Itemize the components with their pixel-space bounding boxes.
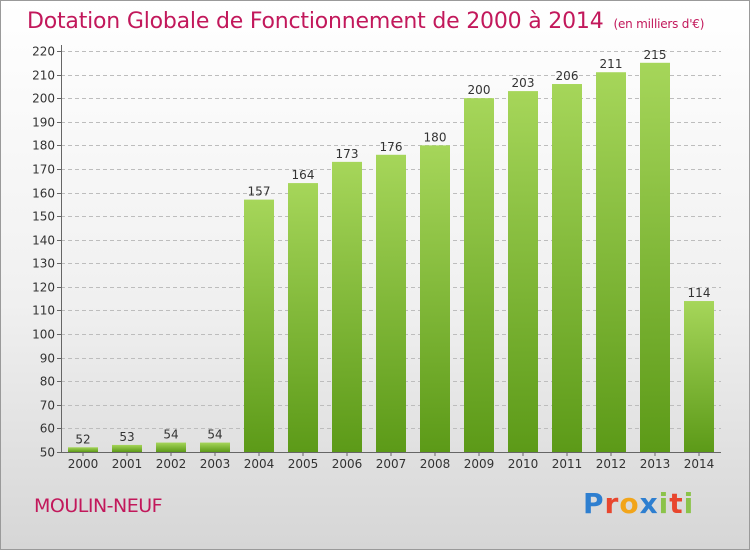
y-tick-label: 180	[32, 139, 55, 153]
logo-letter-i1: i	[658, 487, 670, 520]
y-tick-label: 200	[32, 92, 55, 106]
y-tick-label: 190	[32, 116, 55, 130]
x-tick-label: 2011	[552, 457, 583, 471]
x-tick-label: 2006	[332, 457, 363, 471]
bar-2009	[464, 98, 494, 453]
y-tick-label: 80	[40, 375, 55, 389]
y-tick-label: 150	[32, 210, 55, 224]
x-tick-label: 2013	[640, 457, 671, 471]
x-tick-label: 2004	[244, 457, 275, 471]
bar-2007	[376, 154, 406, 452]
bar-2010	[508, 91, 538, 452]
x-tick-label: 2009	[464, 457, 495, 471]
bar-2004	[244, 199, 274, 452]
data-label: 52	[75, 432, 90, 446]
data-label: 164	[292, 168, 315, 182]
data-label: 200	[468, 83, 491, 97]
bar-2011	[552, 84, 582, 452]
y-tick-label: 220	[32, 45, 55, 59]
chart-title: Dotation Globale de Fonctionnement de 20…	[27, 9, 704, 34]
data-label: 157	[248, 185, 271, 199]
y-tick-label: 90	[40, 352, 55, 366]
data-label: 206	[556, 69, 579, 83]
proxiti-logo: Proxiti	[583, 487, 694, 520]
y-tick-label: 120	[32, 281, 55, 295]
data-label: 180	[424, 130, 447, 144]
data-label: 53	[119, 430, 134, 444]
y-tick-label: 170	[32, 163, 55, 177]
logo-letter-o: o	[619, 487, 640, 520]
x-tick-label: 2007	[376, 457, 407, 471]
bar-2013	[640, 62, 670, 452]
bar-2008	[420, 145, 450, 452]
commune-name: MOULIN-NEUF	[34, 495, 163, 517]
y-tick-label: 130	[32, 257, 55, 271]
x-tick-label: 2005	[288, 457, 319, 471]
data-label: 211	[600, 57, 623, 71]
x-tick-label: 2001	[112, 457, 143, 471]
y-tick-label: 70	[40, 399, 55, 413]
y-tick-label: 140	[32, 234, 55, 248]
y-tick-label: 110	[32, 304, 55, 318]
logo-letter-r: r	[604, 487, 620, 520]
x-tick-label: 2012	[596, 457, 627, 471]
x-tick-label: 2010	[508, 457, 539, 471]
x-tick-label: 2000	[68, 457, 99, 471]
logo-letter-x: x	[639, 487, 659, 520]
data-label: 54	[207, 428, 222, 442]
y-tick-label: 60	[40, 422, 55, 436]
data-label: 173	[336, 147, 359, 161]
data-label: 54	[163, 428, 178, 442]
logo-letter-p: P	[583, 487, 605, 520]
logo-letter-t: t	[669, 487, 684, 520]
bar-2002	[156, 442, 186, 452]
data-label: 215	[644, 48, 667, 62]
chart-title-text: Dotation Globale de Fonctionnement de 20…	[27, 9, 604, 34]
data-label: 203	[512, 76, 535, 90]
chart-unit: (en milliers d'€)	[613, 17, 705, 31]
bar-2014	[684, 301, 714, 452]
y-tick-label: 50	[40, 446, 55, 460]
data-label: 114	[688, 286, 711, 300]
y-tick-label: 100	[32, 328, 55, 342]
x-tick-label: 2008	[420, 457, 451, 471]
x-tick-label: 2002	[156, 457, 187, 471]
x-tick-label: 2014	[684, 457, 715, 471]
logo-letter-i2: i	[683, 487, 695, 520]
bars: 52 53 54 54 157 164 173 176 180 200 203 206 211 215 11…	[68, 48, 714, 453]
axes: 50 60 70 80 90 100 110 120 130 140 150 160 170 180 190…	[32, 45, 721, 471]
y-tick-label: 160	[32, 187, 55, 201]
bar-2006	[332, 161, 362, 453]
bar-2001	[112, 444, 142, 452]
bar-2003	[200, 442, 230, 452]
data-label: 176	[380, 140, 403, 154]
x-tick-label: 2003	[200, 457, 231, 471]
bar-2000	[68, 447, 98, 452]
bar-2005	[288, 183, 318, 452]
bar-2012	[596, 72, 626, 453]
y-tick-label: 210	[32, 69, 55, 83]
